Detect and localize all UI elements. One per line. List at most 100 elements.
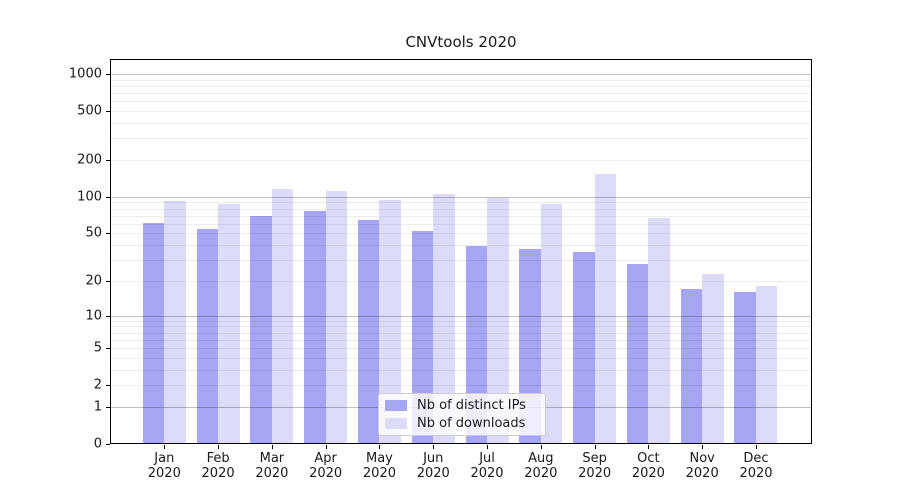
y-tick-mark <box>106 233 110 235</box>
x-tick-label: May 2020 <box>362 451 396 481</box>
y-tick-mark <box>106 74 110 76</box>
chart-legend: Nb of distinct IPs Nb of downloads <box>378 393 546 436</box>
bar-downloads-feb <box>218 203 240 444</box>
bar-downloads-jul <box>487 197 509 444</box>
y-tick-label: 5 <box>93 340 102 356</box>
bar-downloads-jun <box>433 194 455 444</box>
bar-downloads-nov <box>702 273 724 444</box>
x-tick-label: Jan 2020 <box>147 451 181 481</box>
bar-downloads-aug <box>540 204 563 444</box>
y-tick-mark <box>106 406 110 408</box>
bar-ips-jun <box>411 231 434 444</box>
y-gridline-minor <box>110 101 812 103</box>
y-tick-mark <box>106 315 110 317</box>
x-tick-mark <box>487 445 489 449</box>
x-tick-mark <box>755 445 757 449</box>
x-tick-label: Nov 2020 <box>685 451 719 481</box>
bar-ips-feb <box>196 229 219 444</box>
y-gridline-minor <box>110 332 812 334</box>
x-tick-mark <box>325 445 327 449</box>
x-tick-mark <box>594 445 596 449</box>
bar-ips-mar <box>250 215 272 444</box>
x-tick-mark <box>540 445 542 449</box>
x-tick-label: Apr 2020 <box>309 451 343 481</box>
y-tick-label: 200 <box>77 152 102 168</box>
bar-downloads-sep <box>594 173 617 444</box>
x-tick-label: Jul 2020 <box>470 451 504 481</box>
y-gridline-minor <box>110 357 812 359</box>
y-tick-label: 10 <box>85 308 102 324</box>
chart-title: CNVtools 2020 <box>405 33 517 51</box>
y-gridline-minor <box>110 385 812 387</box>
bar-ips-dec <box>734 292 756 444</box>
y-gridline-minor <box>110 85 812 87</box>
legend-item-distinct-ips: Nb of distinct IPs <box>385 398 537 413</box>
y-tick-label: 100 <box>77 189 102 205</box>
y-gridline-major <box>110 74 812 76</box>
bar-downloads-oct <box>648 218 670 444</box>
x-tick-label: Dec 2020 <box>739 451 773 481</box>
y-gridline-minor <box>110 215 812 217</box>
y-tick-mark <box>106 196 110 198</box>
y-gridline-major <box>110 196 812 198</box>
legend-label-distinct-ips: Nb of distinct IPs <box>417 398 526 414</box>
y-tick-label: 20 <box>85 273 102 289</box>
bar-downloads-dec <box>755 286 778 444</box>
y-gridline-minor <box>110 138 812 140</box>
bar-downloads-may <box>379 199 401 444</box>
y-gridline-minor <box>110 159 812 161</box>
bar-downloads-jan <box>164 201 186 444</box>
bar-ips-jan <box>142 222 165 444</box>
x-tick-mark <box>648 445 650 449</box>
x-tick-label: Mar 2020 <box>255 451 289 481</box>
y-tick-mark <box>106 111 110 113</box>
bar-ips-may <box>357 220 380 444</box>
y-gridline-major <box>110 315 812 317</box>
legend-label-downloads: Nb of downloads <box>417 415 526 431</box>
y-gridline-minor <box>110 233 812 235</box>
x-tick-label: Feb 2020 <box>201 451 235 481</box>
legend-swatch-downloads <box>385 417 407 429</box>
y-tick-label: 1 <box>93 399 102 415</box>
y-tick-mark <box>106 444 110 445</box>
bar-ips-nov <box>680 289 703 444</box>
y-gridline-minor <box>110 320 812 322</box>
bar-ips-apr <box>304 210 326 444</box>
x-tick-mark <box>379 445 381 449</box>
bar-ips-oct <box>626 263 649 444</box>
y-gridline-minor <box>110 93 812 95</box>
x-tick-mark <box>433 445 435 449</box>
y-tick-label: 0 <box>93 436 102 452</box>
y-tick-mark <box>106 385 110 387</box>
x-tick-mark <box>702 445 704 449</box>
y-gridline-minor <box>110 369 812 371</box>
y-gridline-minor <box>110 348 812 350</box>
bar-ips-sep <box>573 252 595 444</box>
bar-downloads-mar <box>271 189 294 444</box>
y-tick-label: 50 <box>85 225 102 241</box>
y-tick-mark <box>106 280 110 282</box>
y-gridline-minor <box>110 79 812 81</box>
legend-item-downloads: Nb of downloads <box>385 416 537 431</box>
y-tick-label: 500 <box>77 103 102 119</box>
y-gridline-minor <box>110 260 812 262</box>
y-tick-label: 1000 <box>68 66 102 82</box>
y-gridline-minor <box>110 339 812 341</box>
bar-downloads-apr <box>325 191 348 444</box>
y-gridline-minor <box>110 223 812 225</box>
y-gridline-minor <box>110 202 812 204</box>
y-gridline-minor <box>110 123 812 124</box>
y-gridline-minor <box>110 280 812 282</box>
x-tick-mark <box>271 445 273 449</box>
x-tick-label: Oct 2020 <box>631 451 665 481</box>
y-tick-mark <box>106 348 110 350</box>
y-gridline-minor <box>110 111 812 113</box>
y-gridline-minor <box>110 208 812 210</box>
x-tick-mark <box>218 445 220 449</box>
y-tick-mark <box>106 159 110 161</box>
x-tick-label: Sep 2020 <box>578 451 612 481</box>
y-gridline-minor <box>110 326 812 328</box>
y-gridline-minor <box>110 245 812 247</box>
y-tick-label: 2 <box>93 377 102 393</box>
